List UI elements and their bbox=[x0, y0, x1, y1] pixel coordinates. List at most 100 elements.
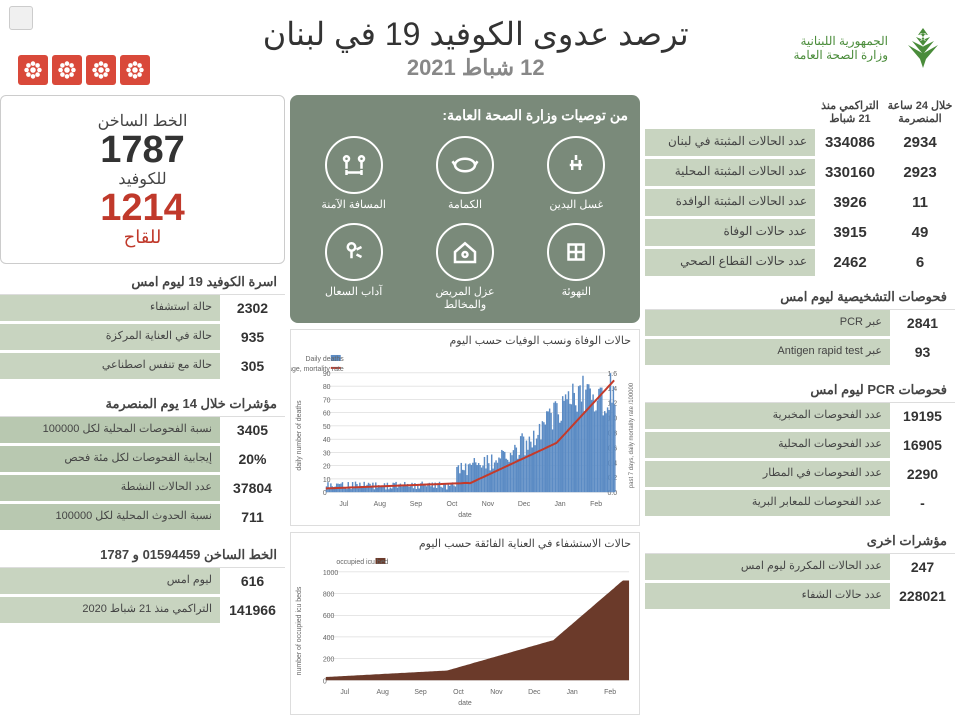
rec-title: من توصيات وزارة الصحة العامة: bbox=[299, 107, 625, 124]
hotline-number-vaccine: 1214 bbox=[8, 189, 271, 227]
svg-text:80: 80 bbox=[320, 384, 328, 391]
stat-label: عدد الفحوصات للمعابر البرية bbox=[642, 490, 887, 516]
stat-label: حالة استشفاء bbox=[0, 295, 217, 321]
svg-text:Sep: Sep bbox=[411, 689, 423, 696]
stat-num: 2934 bbox=[882, 129, 952, 156]
stat-num: 616 bbox=[217, 568, 282, 594]
org-line1: الجمهورية اللبنانية bbox=[790, 34, 885, 48]
stat-num: 2462 bbox=[812, 249, 882, 276]
stat-label: إيجابية الفحوصات لكل مئة فحص bbox=[0, 446, 217, 472]
corner-badge bbox=[6, 6, 30, 30]
stat-label: عدد الحالات المكررة ليوم امس bbox=[642, 554, 887, 580]
svg-text:70: 70 bbox=[320, 397, 328, 404]
chart-title: حالات الوفاة ونسب الوفيات حسب اليوم bbox=[288, 330, 636, 351]
icu-chart-svg: 02004006008001000JulAugSepOctNovDecJanFe… bbox=[288, 554, 636, 708]
svg-text:Dec: Dec bbox=[525, 689, 538, 696]
stat-num: 935 bbox=[217, 324, 282, 350]
col-right: خلال 24 ساعة المنصرمة التراكمي منذ 21 شب… bbox=[642, 95, 952, 715]
flower-icons bbox=[15, 55, 147, 85]
stat-num: - bbox=[887, 490, 952, 516]
svg-text:10: 10 bbox=[320, 477, 328, 484]
svg-text:60: 60 bbox=[320, 411, 328, 418]
stat-num: 49 bbox=[882, 219, 952, 246]
stat-num: 228021 bbox=[887, 583, 952, 609]
svg-text:600: 600 bbox=[320, 613, 332, 620]
rec-distance: المسافة الآمنة bbox=[299, 136, 402, 211]
stat-num: 20% bbox=[217, 446, 282, 472]
stat-label: عدد حالات الشفاء bbox=[642, 583, 887, 609]
svg-text:date: date bbox=[455, 512, 469, 519]
stat-num: 3405 bbox=[217, 417, 282, 443]
hotline-label: الخط الساخن bbox=[8, 111, 271, 131]
chart-title: حالات الاستشفاء في العناية الفائقة حسب ا… bbox=[288, 533, 636, 554]
svg-text:20: 20 bbox=[320, 464, 328, 471]
rec-ventilation: التهوئة bbox=[522, 223, 625, 311]
org-line2: وزارة الصحة العامة bbox=[790, 48, 885, 62]
svg-text:1.6: 1.6 bbox=[604, 371, 614, 378]
deaths-chart: حالات الوفاة ونسب الوفيات حسب اليوم 0102… bbox=[287, 329, 637, 526]
rec-handwash: غسل اليدين bbox=[522, 136, 625, 211]
icu-chart: حالات الاستشفاء في العناية الفائقة حسب ا… bbox=[287, 532, 637, 715]
stat-num: 19195 bbox=[887, 403, 952, 429]
stat-num: 11 bbox=[882, 189, 952, 216]
stat-label: عدد الحالات النشطة bbox=[0, 475, 217, 501]
stat-label: عدد الحالات المثبتة الوافدة bbox=[642, 189, 812, 216]
hotline-stats-title: الخط الساخن 01594459 و 1787 bbox=[0, 543, 282, 568]
svg-text:Dec: Dec bbox=[515, 501, 528, 508]
stat-num: 3926 bbox=[812, 189, 882, 216]
stat-num: 711 bbox=[217, 504, 282, 530]
stat-label: حالة مع تنفس اصطناعي bbox=[0, 353, 217, 379]
svg-text:Nov: Nov bbox=[487, 689, 500, 696]
svg-text:Jan: Jan bbox=[551, 501, 562, 508]
svg-text:date: date bbox=[455, 700, 469, 707]
hdr-24h: خلال 24 ساعة المنصرمة bbox=[882, 95, 952, 129]
stat-num: 2841 bbox=[887, 310, 952, 336]
svg-text:Jul: Jul bbox=[336, 501, 345, 508]
svg-text:40: 40 bbox=[320, 437, 328, 444]
diagnostic-title: فحوصات التشخيصية ليوم امس bbox=[642, 285, 952, 310]
svg-text:Aug: Aug bbox=[373, 689, 385, 696]
svg-text:1000: 1000 bbox=[320, 570, 336, 577]
svg-text:200: 200 bbox=[320, 657, 332, 664]
stat-label: عدد الحالات المثبتة المحلية bbox=[642, 159, 812, 186]
cough-icon bbox=[322, 223, 380, 281]
rec-mask: الكمامة bbox=[410, 136, 513, 211]
svg-text:past 7 days, daily mortality r: past 7 days, daily mortality rate /10000… bbox=[626, 382, 632, 488]
stat-label: عبر PCR bbox=[642, 310, 887, 336]
stat-label: عدد الفحوصات في المطار bbox=[642, 461, 887, 487]
svg-text:Sep: Sep bbox=[407, 501, 419, 508]
stat-num: 334086 bbox=[812, 129, 882, 156]
svg-text:800: 800 bbox=[320, 592, 332, 599]
svg-text:number of occupied icu beds: number of occupied icu beds bbox=[293, 586, 300, 675]
stat-label: عدد حالات القطاع الصحي bbox=[642, 249, 812, 276]
svg-text:30: 30 bbox=[320, 450, 328, 457]
svg-text:occupied icu bed: occupied icu bed bbox=[333, 559, 385, 566]
svg-text:Oct: Oct bbox=[450, 689, 461, 696]
svg-text:Feb: Feb bbox=[587, 501, 599, 508]
hotline-label: للكوفيد bbox=[8, 169, 271, 189]
other-title: مؤشرات اخرى bbox=[642, 529, 952, 554]
svg-text:Past 7 days, daily average, mo: Past 7 days, daily average, mortality ra… bbox=[288, 366, 341, 373]
svg-text:Daily deaths: Daily deaths bbox=[303, 356, 342, 363]
stat-num: 93 bbox=[887, 339, 952, 365]
stat-num: 3915 bbox=[812, 219, 882, 246]
stat-label: عدد الفحوصات المخبرية bbox=[642, 403, 887, 429]
stat-label: عبر Antigen rapid test bbox=[642, 339, 887, 365]
stat-label: عدد الفحوصات المحلية bbox=[642, 432, 887, 458]
stat-label: ليوم امس bbox=[0, 568, 217, 594]
ventilation-icon bbox=[544, 223, 602, 281]
stat-num: 141966 bbox=[217, 597, 282, 623]
stat-label: التراكمي منذ 21 شباط 2020 bbox=[0, 597, 217, 623]
svg-text:daily number of deaths: daily number of deaths bbox=[293, 400, 300, 471]
svg-text:Jan: Jan bbox=[564, 689, 575, 696]
recommendations-box: من توصيات وزارة الصحة العامة: غسل اليدين… bbox=[287, 95, 637, 323]
svg-text:400: 400 bbox=[320, 635, 332, 642]
deaths-chart-svg: 01020304050607080900.00.20.40.60.81.01.2… bbox=[288, 351, 636, 520]
rec-isolation: عزل المريض والمخالط bbox=[410, 223, 513, 311]
svg-text:Aug: Aug bbox=[371, 501, 383, 508]
stat-label: عدد حالات الوفاة bbox=[642, 219, 812, 246]
stat-num: 305 bbox=[217, 353, 282, 379]
logo-area: الجمهورية اللبنانية وزارة الصحة العامة bbox=[790, 23, 945, 73]
page-title: ترصد عدوى الكوفيد 19 في لبنان bbox=[155, 15, 790, 53]
isolation-icon bbox=[433, 223, 491, 281]
